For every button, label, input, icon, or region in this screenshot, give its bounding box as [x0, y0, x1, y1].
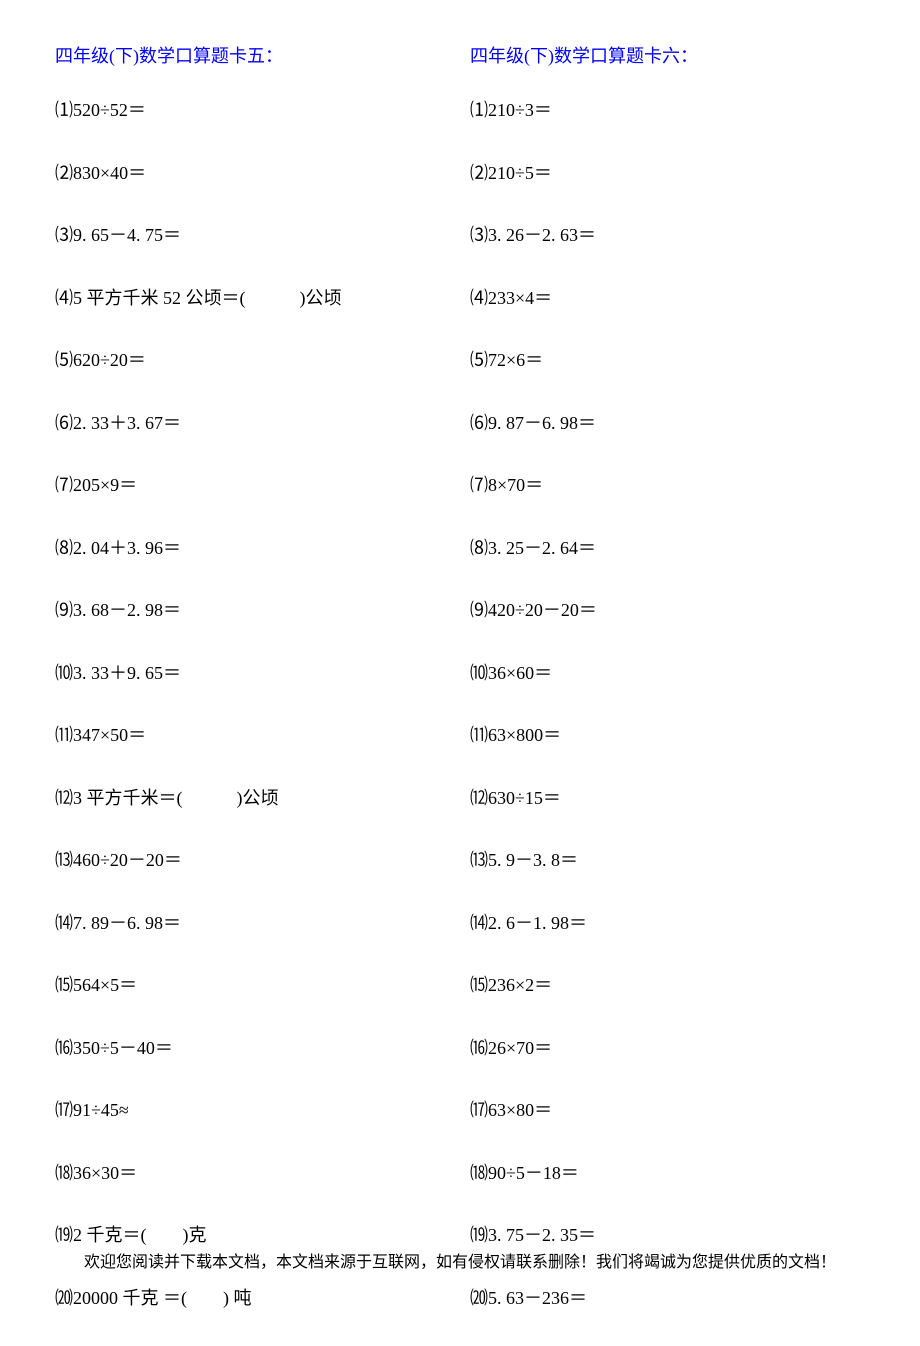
right-item: ⒂236×2＝: [470, 971, 865, 997]
left-item: ⑼3. 68－2. 98＝: [55, 596, 450, 622]
left-title: 四年级(下)数学口算题卡五：: [55, 42, 450, 68]
right-item: ⑻3. 25－2. 64＝: [470, 534, 865, 560]
right-item: ⒃26×70＝: [470, 1034, 865, 1060]
right-item: ⒁2. 6－1. 98＝: [470, 909, 865, 935]
left-item: ⑴520÷52＝: [55, 96, 450, 122]
left-item: ⒆2 千克＝( )克: [55, 1221, 450, 1247]
left-item: ⒂564×5＝: [55, 971, 450, 997]
right-item: ⒆3. 75－2. 35＝: [470, 1221, 865, 1247]
left-item: ⑵830×40＝: [55, 159, 450, 185]
footer-text: 欢迎您阅读并下载本文档，本文档来源于互联网，如有侵权请联系删除！我们将竭诚为您提…: [0, 1248, 920, 1272]
right-column: 四年级(下)数学口算题卡六： ⑴210÷3＝ ⑵210÷5＝ ⑶3. 26－2.…: [460, 42, 865, 1346]
left-item: ⒁7. 89－6. 98＝: [55, 909, 450, 935]
right-item: ⑵210÷5＝: [470, 159, 865, 185]
left-item: ⑶9. 65－4. 75＝: [55, 221, 450, 247]
left-item: ⑹2. 33＋3. 67＝: [55, 409, 450, 435]
right-item: ⑸72×6＝: [470, 346, 865, 372]
left-item: ⑷5 平方千米 52 公顷＝( )公顷: [55, 284, 450, 310]
left-item: ⑻2. 04＋3. 96＝: [55, 534, 450, 560]
left-item: ⒀460÷20－20＝: [55, 846, 450, 872]
left-item: ⑺205×9＝: [55, 471, 450, 497]
left-item: ⒅36×30＝: [55, 1159, 450, 1185]
left-item: ⑾347×50＝: [55, 721, 450, 747]
left-item: ⑿3 平方千米＝( )公顷: [55, 784, 450, 810]
right-item: ⑼420÷20－20＝: [470, 596, 865, 622]
right-title: 四年级(下)数学口算题卡六：: [470, 42, 865, 68]
right-item: ⑽36×60＝: [470, 659, 865, 685]
left-item: ⒇20000 千克 ＝( ) 吨: [55, 1284, 450, 1310]
left-item: ⑸620÷20＝: [55, 346, 450, 372]
page-container: 四年级(下)数学口算题卡五： ⑴520÷52＝ ⑵830×40＝ ⑶9. 65－…: [0, 0, 920, 1346]
right-item: ⒀5. 9－3. 8＝: [470, 846, 865, 872]
left-item: ⒃350÷5－40＝: [55, 1034, 450, 1060]
right-item: ⑿630÷15＝: [470, 784, 865, 810]
right-item: ⑴210÷3＝: [470, 96, 865, 122]
right-item: ⒇5. 63－236＝: [470, 1284, 865, 1310]
left-column: 四年级(下)数学口算题卡五： ⑴520÷52＝ ⑵830×40＝ ⑶9. 65－…: [55, 42, 460, 1346]
right-item: ⑺8×70＝: [470, 471, 865, 497]
right-item: ⑶3. 26－2. 63＝: [470, 221, 865, 247]
right-item: ⑷233×4＝: [470, 284, 865, 310]
right-item: ⑹9. 87－6. 98＝: [470, 409, 865, 435]
left-item: ⑽3. 33＋9. 65＝: [55, 659, 450, 685]
left-item: ⒄91÷45≈: [55, 1096, 450, 1122]
right-item: ⒄63×80＝: [470, 1096, 865, 1122]
right-item: ⑾63×800＝: [470, 721, 865, 747]
right-item: ⒅90÷5－18＝: [470, 1159, 865, 1185]
